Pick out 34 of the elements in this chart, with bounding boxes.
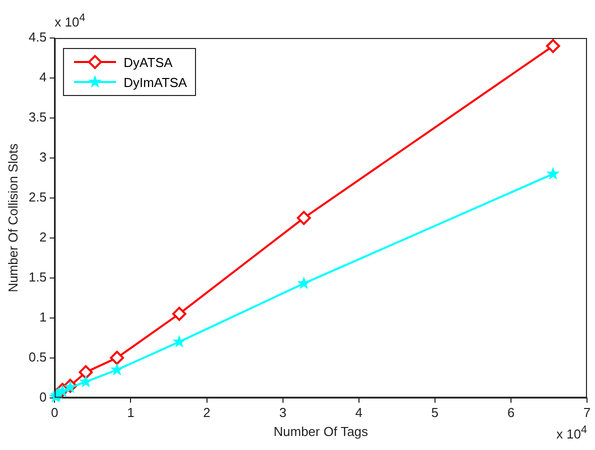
x-tick-label: 5 [431,405,439,420]
x-tick-label: 0 [51,405,58,420]
x-tick-label: 1 [127,405,134,420]
x-tick-label: 4 [355,405,362,420]
x-tick-label: 2 [203,405,210,420]
y-tick-label: 0.5 [28,349,47,364]
y-axis-title: Number Of Collision Slots [5,142,20,292]
y-tick-label: 2 [39,229,47,244]
point [78,365,93,380]
point [546,38,560,53]
point [110,362,124,376]
y-tick-label: 1.5 [28,269,47,284]
y-tick-label: 1 [39,309,47,324]
point [172,306,186,321]
text: x 10$^{4}$ [54,12,86,30]
text: x 10$^{4}$ [556,424,587,442]
point [297,276,311,290]
x-tick-label: 7 [583,405,591,420]
point [546,166,560,180]
y-tick-label: 0 [39,389,47,404]
legend-label: DyImATSA [124,74,187,90]
point [296,210,311,225]
point [172,334,186,348]
y-tick-label: 3.5 [28,110,47,125]
y-tick-label: 3 [39,150,47,165]
x-tick-label: 6 [507,405,515,420]
legend-label: DyATSA [124,54,173,70]
x-axis-title: Number Of Tags [274,424,369,439]
point [79,374,92,388]
point [110,350,124,365]
y-tick-label: 4.5 [28,30,47,45]
x-tick-label: 3 [279,405,286,420]
y-tick-label: 2.5 [28,189,47,204]
y-tick-label: 4 [39,70,47,85]
